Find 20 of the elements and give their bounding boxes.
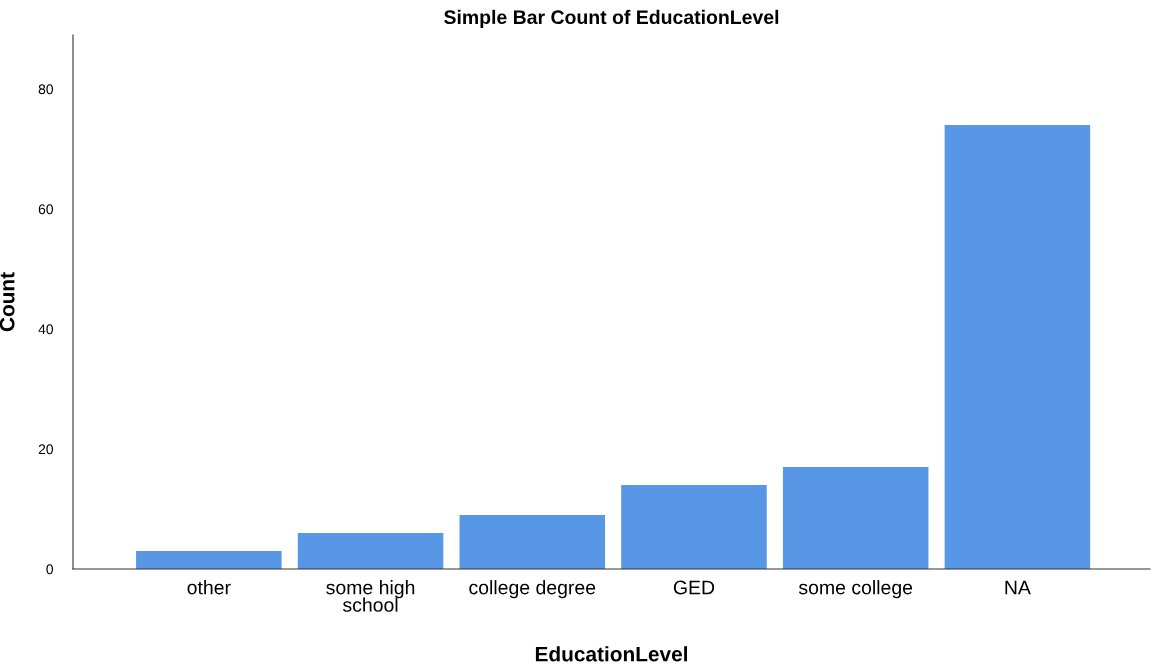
bar	[459, 515, 606, 569]
bar	[297, 533, 444, 569]
x-tick-label: GED	[673, 580, 715, 595]
y-tick-label: 20	[38, 444, 54, 455]
y-tick-label: 0	[46, 564, 54, 575]
y-tick-label: 80	[38, 84, 54, 95]
y-tick-label: 40	[38, 324, 54, 335]
chart-title: Simple Bar Count of EducationLevel	[444, 9, 779, 28]
bar	[782, 467, 929, 569]
bar	[944, 125, 1091, 569]
x-tick-label: college degree	[469, 580, 596, 599]
bar	[136, 551, 282, 569]
bar	[621, 485, 767, 569]
x-axis-title: EducationLevel	[535, 646, 688, 662]
x-tick-label: other	[187, 580, 231, 595]
y-axis-title: Count	[0, 272, 15, 332]
x-tick-label: NA	[1005, 580, 1031, 595]
y-tick-label: 60	[38, 204, 54, 215]
x-tick-label: some high school	[326, 580, 415, 612]
x-tick-label: some college	[798, 580, 913, 599]
